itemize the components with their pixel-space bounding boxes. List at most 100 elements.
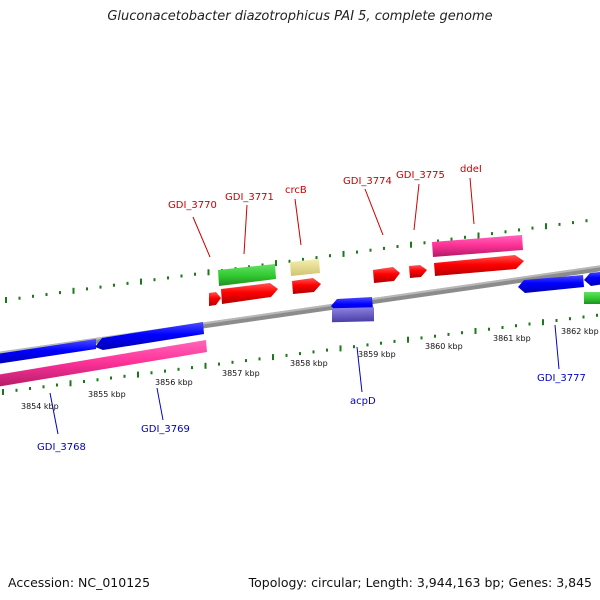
gene-bar-pink-ddei[interactable] [432, 235, 523, 257]
lower-track-minor-tick [353, 345, 355, 349]
upper-track-major-tick [207, 269, 210, 276]
upper-track-minor-tick [518, 228, 520, 232]
upper-track-minor-tick [153, 278, 156, 282]
upper-track-minor-tick [396, 245, 399, 248]
gene-arrow-forward-red[interactable] [434, 255, 524, 276]
upper-track-major-tick [72, 287, 75, 294]
leader-lines [49, 177, 560, 435]
upper-track-minor-tick [18, 296, 21, 300]
lower-track-minor-tick [42, 385, 45, 389]
lower-track-minor-tick [515, 324, 517, 328]
genome-title: Gluconacetobacter diazotrophicus PAI 5, … [107, 9, 493, 24]
lower-track-minor-tick [258, 357, 261, 361]
lower-track-major-tick [339, 345, 342, 352]
lower-track-minor-tick [447, 332, 450, 336]
scale-label: 3855 kbp [88, 390, 126, 399]
gene-bar-purple[interactable] [332, 307, 374, 323]
upper-track-minor-tick [464, 235, 466, 239]
lower-track-minor-tick [596, 313, 598, 317]
upper-track-major-tick [410, 241, 412, 248]
gene-arrow-right-edge[interactable] [584, 271, 600, 286]
upper-track-major-tick [5, 297, 7, 303]
lower-track-minor-tick [83, 380, 85, 383]
gene-arrow-gdi-3768[interactable] [0, 339, 96, 365]
label-acpd[interactable]: acpD [350, 396, 376, 407]
lower-track-minor-tick [177, 367, 180, 371]
upper-track-major-tick [275, 260, 277, 267]
gene-arrow-gdi-3775[interactable] [409, 265, 427, 278]
gene-bar-pink-reverse[interactable] [0, 340, 207, 388]
lower-track-minor-tick [420, 336, 423, 340]
lower-track-major-tick [272, 354, 274, 361]
upper-track-minor-tick [423, 241, 426, 245]
lower-track-minor-tick [380, 341, 382, 345]
lower-track-minor-tick [96, 378, 99, 382]
lower-track-major-tick [474, 328, 477, 334]
lower-track-major-tick [542, 319, 544, 326]
label-gdi-3769[interactable]: GDI_3769 [141, 424, 190, 435]
upper-track-minor-tick [59, 291, 61, 295]
scale-label: 3862 kbp [561, 327, 599, 336]
gene-arrow-gdi-3771[interactable] [221, 283, 278, 304]
upper-track-minor-tick [113, 283, 115, 287]
upper-track-minor-tick [585, 219, 588, 223]
feature-labels: GDI_3770 GDI_3771 crcB GDI_3774 GDI_3775… [37, 164, 586, 453]
upper-track-minor-tick [126, 281, 129, 285]
lower-track-minor-tick [245, 359, 247, 363]
scale-label: 3854 kbp [21, 402, 59, 411]
upper-track-minor-tick [437, 239, 439, 243]
label-gdi-3768[interactable]: GDI_3768 [37, 442, 86, 453]
upper-tick-track [5, 219, 588, 303]
lower-track-major-tick [2, 389, 4, 395]
scale-label: 3857 kbp [222, 369, 260, 378]
upper-track-major-tick [342, 250, 345, 257]
label-ddei[interactable]: ddeI [460, 164, 482, 175]
gene-arrow-crcb[interactable] [292, 278, 321, 294]
upper-track-major-tick [477, 232, 480, 239]
reverse-strand-features [0, 271, 600, 388]
label-gdi-3774[interactable]: GDI_3774 [343, 176, 392, 187]
upper-track-minor-tick [369, 248, 372, 252]
upper-track-minor-tick [491, 232, 493, 236]
upper-track-minor-tick [302, 257, 304, 261]
label-crcb[interactable]: crcB [285, 185, 307, 196]
gene-arrow-gdi-3769[interactable] [95, 322, 204, 350]
gene-arrow-gdi-3774[interactable] [373, 267, 400, 283]
upper-track-minor-tick [99, 285, 102, 289]
upper-track-minor-tick [86, 287, 88, 291]
upper-track-minor-tick [45, 293, 48, 296]
scale-label: 3856 kbp [155, 378, 193, 387]
lower-track-major-tick [69, 380, 72, 387]
label-gdi-3775[interactable]: GDI_3775 [396, 170, 445, 181]
lower-track-minor-tick [110, 376, 112, 380]
lower-track-minor-tick [393, 339, 396, 343]
lower-track-minor-tick [164, 369, 166, 373]
label-gdi-3777[interactable]: GDI_3777 [537, 373, 586, 384]
upper-track-minor-tick [356, 250, 358, 254]
lower-track-minor-tick [285, 353, 288, 357]
lower-track-minor-tick [191, 366, 193, 370]
gene-arrow-gdi-3777[interactable] [518, 275, 584, 293]
lower-track-major-tick [137, 371, 139, 378]
gene-bar-green[interactable] [218, 264, 276, 286]
lower-track-minor-tick [501, 326, 504, 329]
gene-bar-pale[interactable] [290, 259, 320, 276]
label-gdi-3770[interactable]: GDI_3770 [168, 200, 217, 211]
lower-track-major-tick [407, 336, 409, 343]
lower-track-minor-tick [150, 371, 153, 375]
lower-track-minor-tick [569, 317, 571, 321]
gene-arrow-gdi-3770[interactable] [209, 292, 221, 306]
lower-track-minor-tick [123, 374, 126, 378]
lower-track-minor-tick [231, 360, 234, 364]
label-gdi-3771[interactable]: GDI_3771 [225, 192, 274, 203]
scale-label: 3860 kbp [425, 342, 463, 351]
upper-track-minor-tick [329, 254, 331, 258]
lower-track-minor-tick [555, 319, 558, 322]
lower-tick-track [2, 313, 598, 395]
gene-bar-green-right[interactable] [584, 292, 600, 304]
lower-track-minor-tick [299, 352, 301, 356]
lower-track-minor-tick [56, 383, 58, 387]
upper-track-minor-tick [558, 222, 561, 226]
